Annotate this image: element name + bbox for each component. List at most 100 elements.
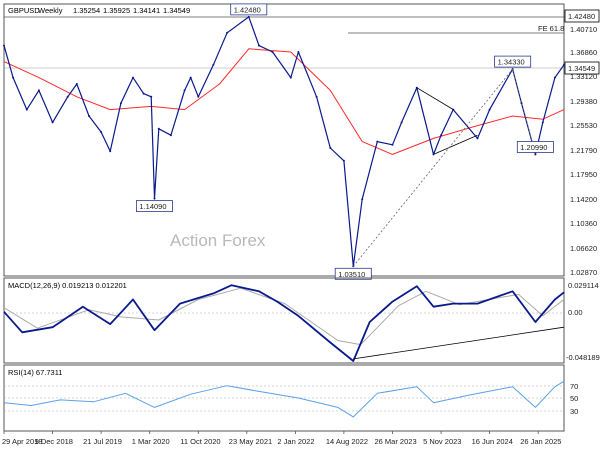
time-tick-label: 23 May 2021: [229, 437, 272, 446]
timeframe-label: Weekly: [38, 6, 63, 15]
annotation-label: 1.14090: [139, 202, 166, 211]
close-value: 1.34549: [163, 6, 190, 15]
price-point: [541, 121, 544, 124]
price-point: [289, 76, 292, 79]
price-point: [226, 31, 229, 34]
price-point: [197, 95, 200, 98]
price-point: [476, 137, 479, 140]
price-point: [488, 108, 491, 111]
watermark: Action Forex: [170, 231, 266, 250]
macd-tick: 0.029114: [568, 281, 599, 290]
price-point: [157, 127, 160, 130]
price-axis: 1.40710 1.36860 1.33120 1.29380 1.25530 …: [570, 25, 597, 277]
price-point: [329, 147, 332, 149]
price-point: [440, 134, 443, 137]
time-tick-label: 5 Nov 2023: [423, 437, 461, 446]
macd-line: [3, 284, 565, 362]
price-pane-frame: [3, 3, 565, 277]
price-point: [376, 140, 379, 143]
time-tick-label: 9 Dec 2018: [35, 437, 73, 446]
annotation-label: 1.34330: [498, 58, 525, 67]
trendline: [433, 134, 478, 155]
high-level-tag: [564, 9, 600, 23]
price-tick: 1.17950: [570, 170, 597, 179]
annotation-layer: 1.42480 1.14090 1.03510 1.34330 1.20990: [135, 3, 554, 280]
price-header: GBPUSD Weekly 1.35254 1.35925 1.34141 1.…: [8, 6, 190, 15]
price-point: [563, 63, 565, 66]
macd-tick: 0.00: [568, 308, 583, 317]
time-tick-label: 26 Jan 2025: [520, 437, 561, 446]
price-point: [361, 198, 364, 201]
time-tick-label: 2 Jan 2022: [277, 437, 314, 446]
price-point: [212, 63, 215, 66]
rsi-tick: 50: [570, 394, 578, 403]
price-point: [153, 197, 156, 200]
high-level-tag-text: 1.42480: [568, 12, 595, 21]
price-point: [271, 51, 274, 53]
price-tick: 1.14200: [570, 195, 597, 204]
rsi-series-layer: [3, 380, 565, 418]
price-point: [342, 159, 345, 162]
time-tick-label: 29 Apr 2018: [2, 437, 42, 446]
macd-tick: -0.048189: [566, 353, 600, 362]
price-point: [3, 44, 5, 47]
price-point: [75, 83, 78, 85]
annotation-box: [135, 200, 173, 213]
price-point: [258, 44, 260, 47]
price-point: [400, 121, 403, 124]
moving-average-line: [3, 48, 565, 155]
price-tick: 1.33120: [570, 72, 597, 81]
macd-trendline: [353, 326, 565, 360]
price-point: [189, 76, 192, 79]
annotation-label: 1.20990: [520, 143, 547, 152]
price-point: [315, 95, 318, 98]
price-point: [520, 102, 523, 105]
time-tick-label: 16 Jun 2024: [472, 437, 513, 446]
price-point: [391, 143, 394, 146]
price-point: [51, 121, 54, 124]
annotation-box: [516, 141, 554, 153]
rsi-label: RSI(14) 67.7311: [8, 368, 62, 377]
price-point: [119, 102, 122, 105]
price-tick: 1.36860: [570, 48, 597, 57]
time-tick-label: 26 Mar 2023: [375, 437, 417, 446]
price-tick: 1.25530: [570, 121, 597, 130]
price-point: [109, 150, 112, 153]
price-point: [150, 95, 153, 98]
price-point: [297, 51, 300, 53]
annotation-box: [230, 3, 268, 16]
price-point: [88, 115, 90, 117]
price-point: [66, 95, 69, 98]
current-price-tag: [564, 61, 600, 75]
high-value: 1.35925: [103, 6, 130, 15]
time-tick-label: 1 Mar 2020: [132, 437, 170, 446]
rsi-tick: 30: [570, 407, 578, 416]
symbol-label: GBPUSD: [8, 6, 40, 15]
dotted-trendline: [512, 68, 536, 155]
price-point: [247, 15, 250, 18]
macd-series-layer: [3, 284, 565, 362]
price-tick: 1.21790: [570, 146, 597, 155]
time-tick-label: 14 Aug 2022: [326, 437, 368, 446]
price-tick: 1.06620: [570, 244, 597, 253]
price-point: [132, 76, 134, 79]
open-value: 1.35254: [73, 6, 100, 15]
annotation-box: [334, 267, 372, 280]
current-price-tag-text: 1.34549: [568, 64, 595, 73]
price-point: [25, 108, 28, 111]
rsi-tick: 70: [570, 382, 578, 391]
price-point: [169, 134, 172, 137]
low-value: 1.34141: [133, 6, 160, 15]
price-tick: 1.10360: [570, 219, 597, 228]
time-tick-label: 11 Oct 2020: [180, 437, 220, 446]
price-point: [142, 92, 145, 95]
price-point: [553, 76, 556, 79]
price-tick: 1.29380: [570, 97, 597, 106]
annotation-label: 1.03510: [338, 270, 365, 279]
price-point: [12, 76, 15, 79]
macd-label: MACD(12,26,9) 0.019213 0.012201: [8, 281, 127, 290]
fib-label: FE 61.8: [538, 24, 564, 33]
